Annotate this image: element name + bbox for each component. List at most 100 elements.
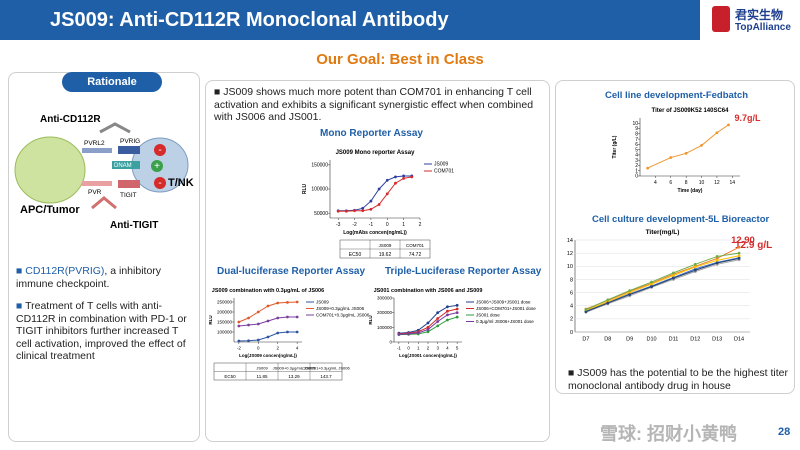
label: PVRIG xyxy=(120,138,140,145)
point xyxy=(436,311,440,315)
y-tick-label: 7 xyxy=(635,137,638,143)
pvr xyxy=(82,181,112,186)
x-axis-label: Log(mAbs concen(ng/mL)) xyxy=(343,230,407,236)
point xyxy=(737,251,741,255)
x-tick-label: 14 xyxy=(730,180,736,186)
highlight: CD112R(PVRIG) xyxy=(25,265,105,277)
point xyxy=(436,320,440,323)
point xyxy=(394,175,397,179)
y-tick-label: 8 xyxy=(635,131,638,137)
bullet: ■ JS009 has the potential to be the high… xyxy=(568,367,788,392)
point xyxy=(361,206,365,210)
x-tick-label: D11 xyxy=(669,337,679,343)
bullet-text: JS009 has the potential to be the highes… xyxy=(568,367,788,392)
annotation: 9.7g/L xyxy=(734,113,761,123)
y-tick-label: 1 xyxy=(635,168,638,174)
antibody xyxy=(99,122,131,134)
point xyxy=(584,310,588,314)
point xyxy=(276,301,280,305)
logo-cn: 君实生物 xyxy=(735,8,784,22)
point xyxy=(286,301,289,304)
point xyxy=(715,131,719,135)
x-tick-label: 4 xyxy=(654,180,657,186)
point xyxy=(377,187,381,191)
section-heading: Dual-luciferase Reporter Assay xyxy=(217,266,366,277)
apc-cell xyxy=(14,136,86,204)
point xyxy=(385,192,389,196)
sign xyxy=(154,144,166,156)
point xyxy=(436,317,440,320)
table-cell: 143.7 xyxy=(320,374,332,379)
point xyxy=(672,276,675,280)
point xyxy=(266,304,270,308)
series-line xyxy=(647,124,729,169)
x-tick-label: 1 xyxy=(402,222,405,228)
y-tick-label: 6 xyxy=(635,142,638,148)
bullet: ■ JS009 shows much more potent than COM7… xyxy=(214,86,534,123)
point xyxy=(693,268,697,272)
point xyxy=(715,257,719,260)
point xyxy=(672,274,675,277)
label: APC/Tumor xyxy=(20,204,80,216)
x-tick-label: D7 xyxy=(582,337,589,343)
point xyxy=(237,339,241,343)
x-tick-label: D13 xyxy=(712,337,722,343)
bullet-text: JS009 shows much more potent than COM701… xyxy=(214,86,534,123)
logo-mark xyxy=(712,6,730,32)
x-tick-label: -3 xyxy=(336,222,341,228)
point xyxy=(650,282,653,286)
table-cell: EC50 xyxy=(349,252,362,258)
y-tick-label: 0 xyxy=(635,174,638,180)
point xyxy=(737,254,741,258)
bullet: ■ Treatment of T cells with anti-CD112R … xyxy=(16,300,187,362)
point xyxy=(377,203,381,206)
y-tick-label: 4 xyxy=(570,304,573,310)
point xyxy=(455,311,459,315)
point xyxy=(446,318,449,322)
point xyxy=(693,265,697,269)
legend-label: COM701 xyxy=(434,169,454,175)
table-header: JS009+0.3μg/mL JS006 xyxy=(273,366,317,371)
chart-title: JS009 combination with 0.3μg/mL of JS006 xyxy=(212,288,324,294)
dnam xyxy=(112,161,140,169)
chart-title: Titer(mg/L) xyxy=(646,229,680,236)
legend-label: 0.3μg/ml JS006+JS001 dose xyxy=(476,319,534,324)
point xyxy=(628,293,632,296)
series-line xyxy=(338,176,412,212)
y-tick-label: 100000 xyxy=(377,325,393,330)
y-tick-label: 300000 xyxy=(377,296,393,301)
point xyxy=(295,315,299,319)
table-header: COM701 xyxy=(406,243,425,248)
point xyxy=(256,310,260,314)
chart-title: JS001 combination with JS006 and JS009 xyxy=(374,288,483,294)
x-tick-label: 2 xyxy=(276,346,279,351)
point xyxy=(237,320,241,324)
point xyxy=(247,323,250,327)
x-tick-label: 0 xyxy=(386,222,389,228)
point xyxy=(650,280,653,284)
label: T/NK xyxy=(168,177,194,189)
point xyxy=(672,271,675,275)
bullet-text: , a inhibitory immune checkpoint. xyxy=(16,265,162,290)
point xyxy=(646,166,650,170)
table-header: COM701+0.3μg/mL JS006 xyxy=(302,366,350,371)
point xyxy=(684,151,688,155)
x-tick-label: D9 xyxy=(626,337,633,343)
point xyxy=(628,291,632,294)
label: TIGIT xyxy=(120,192,137,199)
sign-text: + xyxy=(154,161,160,172)
y-tick-label: 0 xyxy=(389,340,392,345)
point xyxy=(650,285,653,289)
point xyxy=(446,313,449,317)
pvrig xyxy=(118,146,140,154)
point xyxy=(737,245,741,249)
point xyxy=(394,181,397,185)
point xyxy=(247,316,250,320)
rationale-button[interactable]: Rationale xyxy=(62,72,162,92)
section-heading: Triple-Luciferase Reporter Assay xyxy=(385,266,542,277)
section-heading: Mono Reporter Assay xyxy=(320,128,423,139)
table-cell: 11.85 xyxy=(257,374,268,379)
point xyxy=(369,199,373,203)
x-tick-label: 5 xyxy=(456,346,459,351)
y-tick-label: 150000 xyxy=(311,163,328,169)
